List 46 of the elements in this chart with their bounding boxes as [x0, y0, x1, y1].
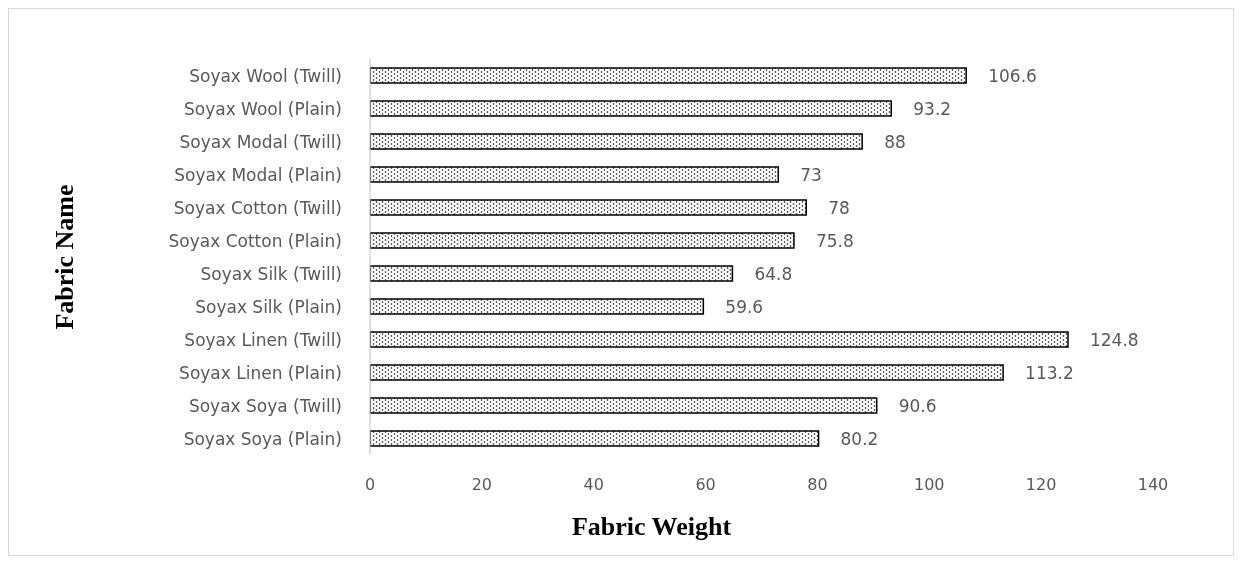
y-tick-label: Soyax Silk (Plain): [195, 296, 342, 317]
y-tick-label: Soyax Soya (Twill): [188, 395, 342, 416]
y-tick-label: Soyax Modal (Plain): [174, 164, 342, 185]
x-tick-label: 80: [807, 475, 828, 495]
x-tick-label: 20: [471, 475, 493, 495]
y-tick-label: Soyax Cotton (Plain): [168, 230, 342, 251]
bar: [370, 67, 967, 84]
bar: [370, 364, 1004, 381]
y-tick-label: Soyax Wool (Plain): [183, 98, 342, 119]
x-tick-label: 120: [1025, 475, 1057, 495]
y-tick-label: Soyax Soya (Plain): [183, 428, 342, 449]
data-label: 113.2: [1025, 362, 1074, 383]
data-label: 88: [884, 131, 906, 152]
bar: [370, 100, 892, 117]
x-tick-label: 100: [914, 475, 945, 495]
x-tick-label: 60: [695, 475, 716, 495]
data-label: 124.8: [1089, 329, 1139, 350]
data-label: 64.8: [754, 263, 793, 284]
y-tick-label: Soyax Linen (Twill): [184, 329, 342, 350]
bar: [370, 397, 878, 414]
y-tick-label: Soyax Silk (Twill): [200, 263, 342, 284]
y-axis-title: Fabric Name: [50, 184, 80, 330]
bar: [370, 133, 863, 150]
data-label: 93.2: [913, 98, 952, 119]
data-label: 73: [800, 164, 822, 185]
bar: [370, 166, 780, 183]
bar: [370, 265, 734, 282]
x-tick-label: 40: [583, 475, 604, 495]
data-label: 106.6: [988, 65, 1037, 86]
data-label: 75.8: [815, 230, 854, 251]
bar: [370, 232, 795, 249]
data-label: 80.2: [840, 428, 879, 449]
y-tick-label: Soyax Linen (Plain): [179, 362, 342, 383]
bar: [370, 298, 705, 315]
y-tick-label: Soyax Cotton (Twill): [173, 197, 342, 218]
x-tick-label: 0: [364, 475, 376, 495]
y-tick-label: Soyax Modal (Twill): [179, 131, 342, 152]
bar: [370, 331, 1069, 348]
bar: [370, 199, 807, 216]
x-axis-title: Fabric Weight: [571, 512, 732, 541]
y-tick-label: Soyax Wool (Twill): [189, 65, 342, 86]
x-tick-label: 140: [1137, 475, 1169, 495]
data-label: 59.6: [725, 296, 764, 317]
bar: [370, 430, 820, 447]
data-label: 78: [828, 197, 850, 218]
data-label: 90.6: [898, 395, 937, 416]
